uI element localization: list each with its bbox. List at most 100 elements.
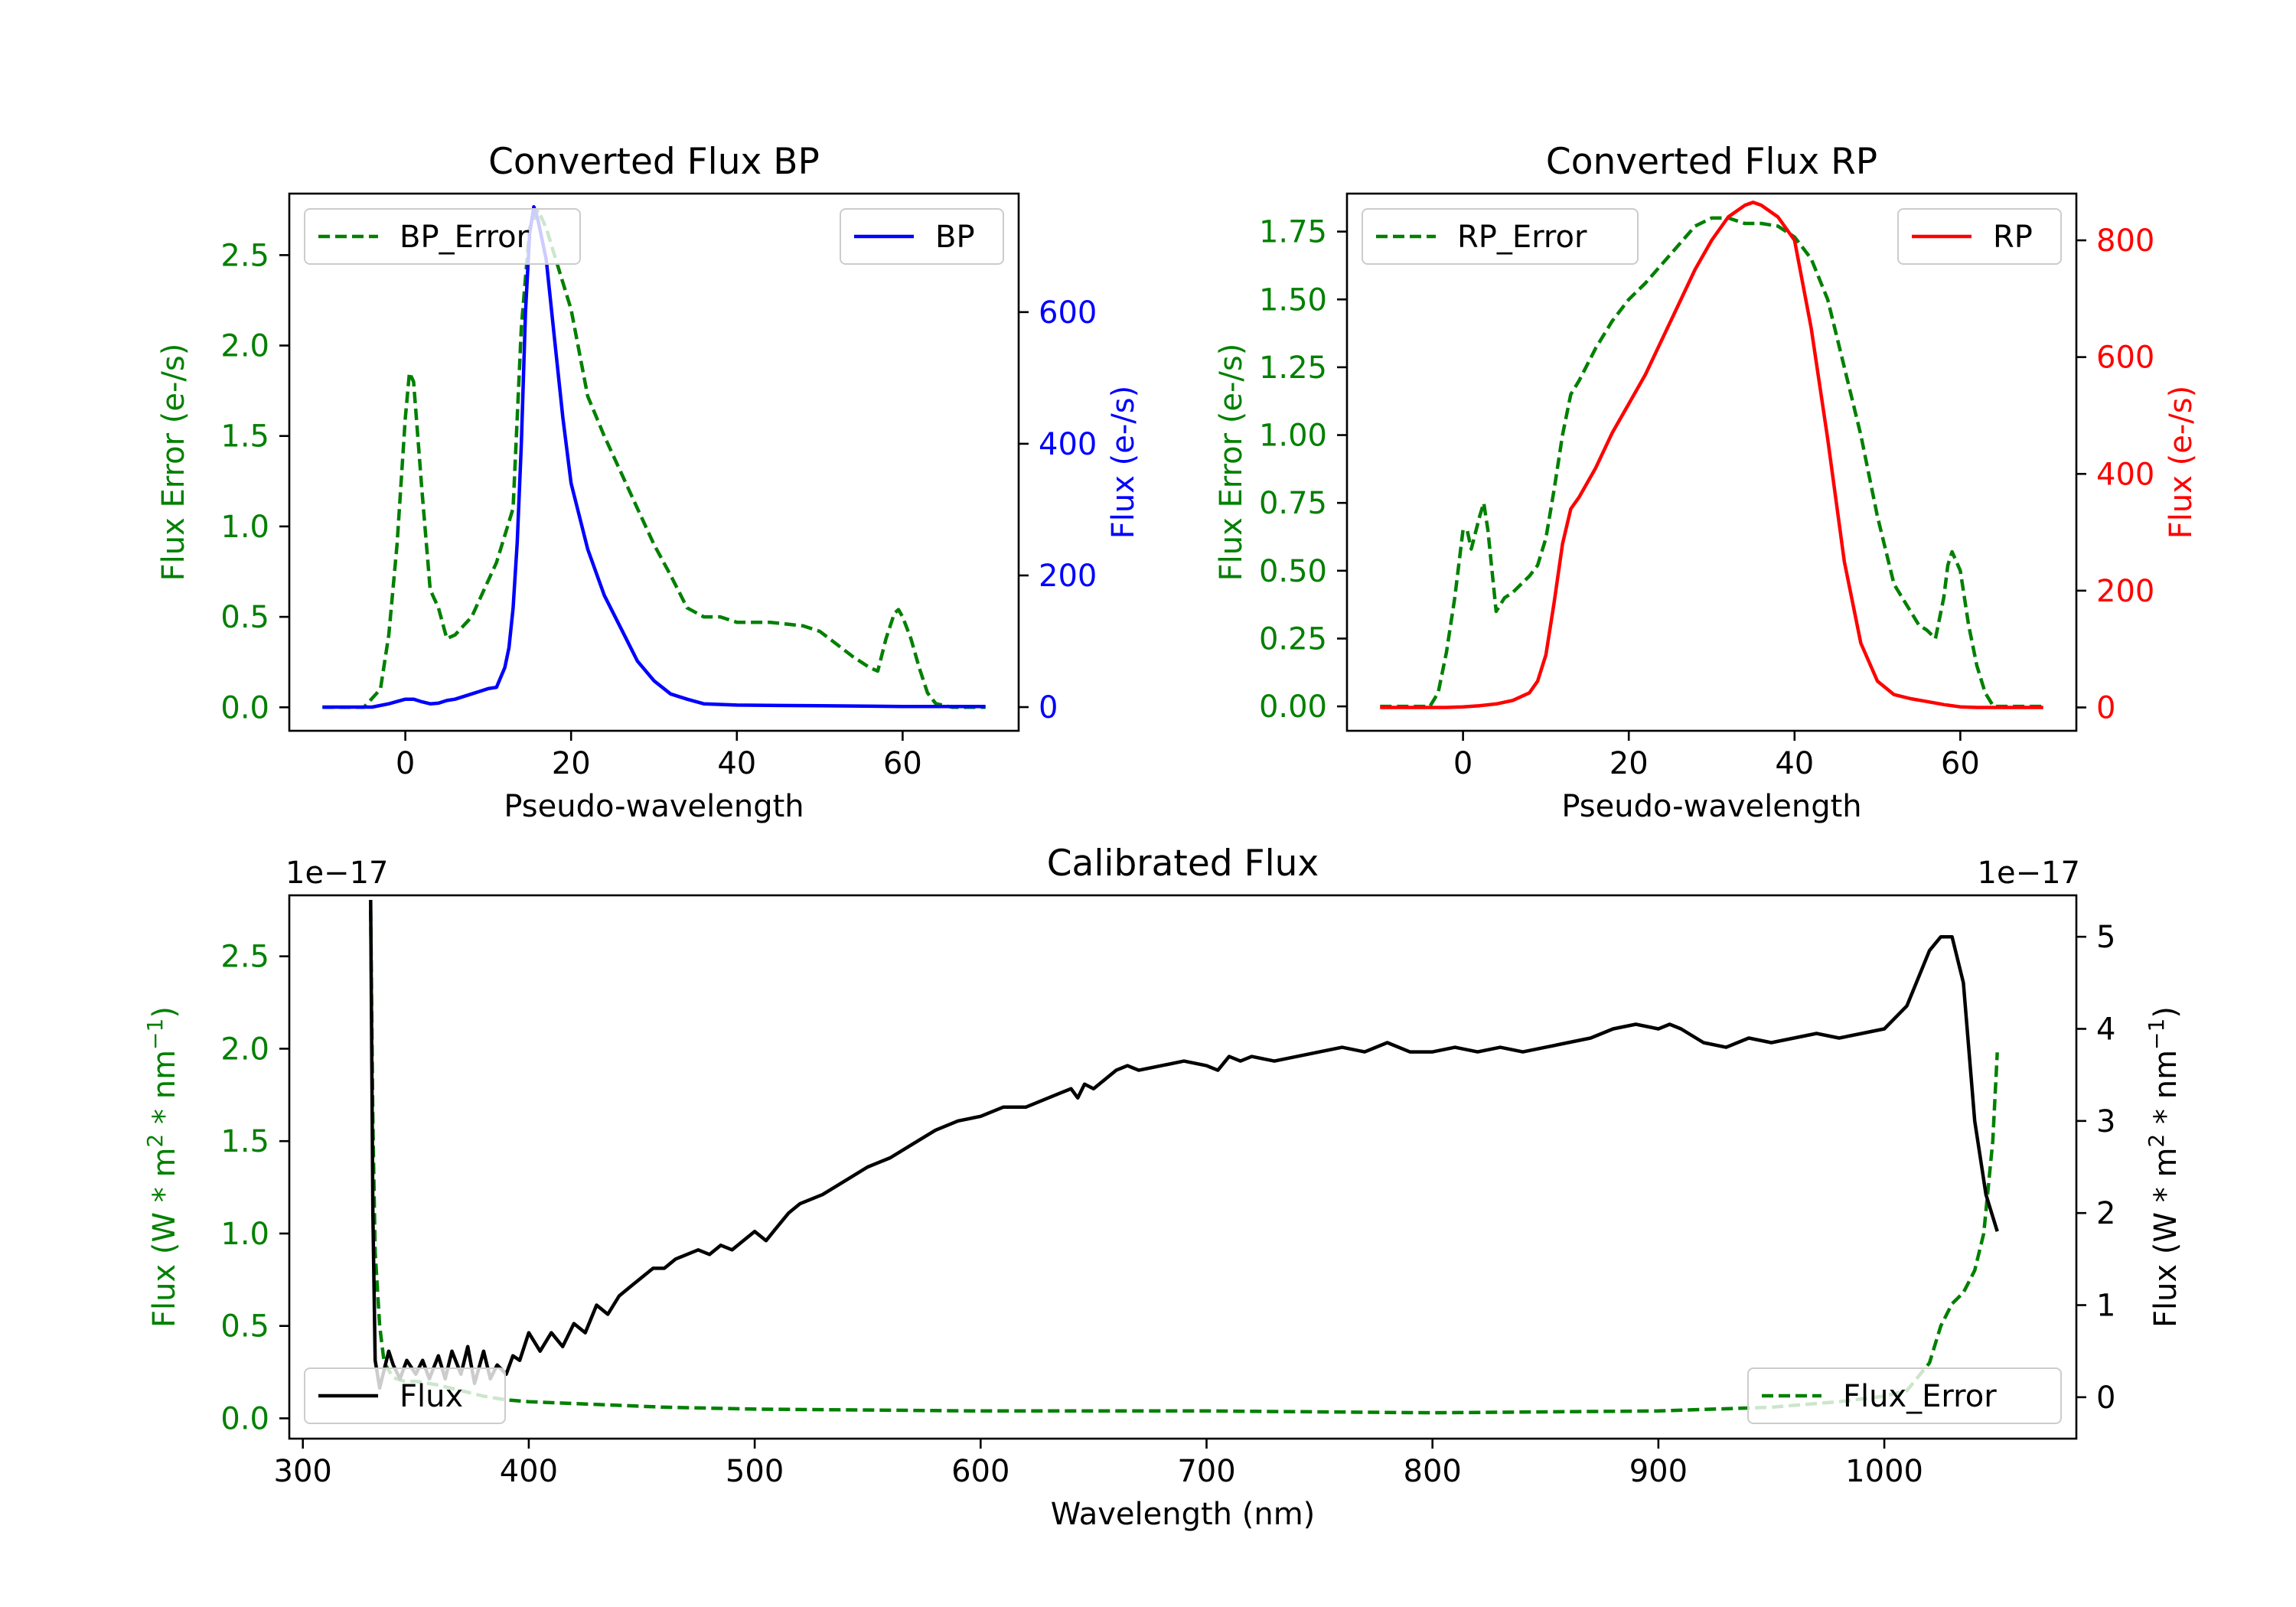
label-segment: 2 bbox=[142, 1134, 168, 1148]
label-segment: −1 bbox=[142, 1019, 168, 1050]
y-left-tick-label: 1.75 bbox=[1259, 215, 1327, 250]
y-left-offset-text: 1e−17 bbox=[285, 856, 388, 891]
chart-bp: 0 20 40 60 0.0 0.5 1.0 1.5 2.0 2.5 0 200 400 600 Conve… bbox=[156, 141, 1141, 824]
y-left-tick-label: 0.5 bbox=[220, 1309, 269, 1345]
y-left-tick-label: 0.75 bbox=[1259, 486, 1327, 521]
y-right-tick-label: 600 bbox=[1039, 295, 1097, 331]
y-left-axis-label: Flux Error (e-/s) bbox=[156, 344, 191, 582]
y-left-tick-label: 2.5 bbox=[220, 940, 269, 975]
y-left-tick-label: 1.50 bbox=[1259, 282, 1327, 318]
legend-flux-error: Flux_Error bbox=[1747, 1367, 2062, 1424]
legend-bp-error: BP_Error bbox=[304, 208, 581, 265]
x-tick-label: 1000 bbox=[1845, 1454, 1923, 1489]
y-left-tick-label: 1.00 bbox=[1259, 419, 1327, 454]
y-left-tick-label: 1.0 bbox=[220, 510, 269, 545]
y-right-tick-label: 400 bbox=[2096, 457, 2154, 492]
chart-title: Converted Flux RP bbox=[1546, 141, 1877, 183]
x-tick-label: 0 bbox=[396, 746, 415, 781]
x-tick-label: 40 bbox=[717, 746, 756, 781]
x-tick-label: 600 bbox=[951, 1454, 1009, 1489]
series-line-rp bbox=[1380, 200, 2043, 709]
y-right-tick-label: 2 bbox=[2096, 1196, 2115, 1231]
legend-box bbox=[1747, 1367, 2062, 1424]
y-right-axis-label: Flux (e-/s) bbox=[2164, 386, 2199, 539]
label-segment: 2 bbox=[2144, 1134, 2169, 1148]
y-left-tick-label: 0.25 bbox=[1259, 621, 1327, 657]
series-line-bp bbox=[322, 204, 986, 709]
legend-box bbox=[840, 208, 1004, 265]
legend-label: Flux_Error bbox=[1843, 1379, 1997, 1414]
plot-frame bbox=[288, 192, 1020, 732]
legend-bp: BP bbox=[840, 208, 1004, 265]
label-segment: * nm bbox=[2148, 1050, 2183, 1134]
label-segment: * nm bbox=[147, 1050, 182, 1134]
chart-title: Calibrated Flux bbox=[1047, 843, 1319, 885]
y-right-offset-text: 1e−17 bbox=[1978, 856, 2080, 891]
legend-box bbox=[1897, 208, 2062, 265]
y-right-tick-label: 0 bbox=[2096, 690, 2115, 725]
label-segment: Flux (W * m bbox=[2148, 1148, 2183, 1328]
x-axis-label: Wavelength (nm) bbox=[1051, 1497, 1316, 1532]
y-right-tick-label: 200 bbox=[2096, 574, 2154, 609]
x-tick-label: 400 bbox=[500, 1454, 558, 1489]
legend-box bbox=[1362, 208, 1639, 265]
x-tick-label: 800 bbox=[1404, 1454, 1462, 1489]
label-segment: −1 bbox=[2144, 1019, 2169, 1050]
legend-rp: RP bbox=[1897, 208, 2062, 265]
plot-frame bbox=[1345, 192, 2078, 732]
chart-cal: 300 400 500 600 700 800 900 1000 0.0 0.5 1.0 1.5 2.0… bbox=[142, 843, 2184, 1532]
x-tick-label: 700 bbox=[1177, 1454, 1235, 1489]
series-line-rp-error bbox=[1380, 216, 2043, 709]
x-tick-label: 300 bbox=[274, 1454, 332, 1489]
x-axis-label: Pseudo-wavelength bbox=[1561, 789, 1861, 824]
y-left-tick-label: 1.0 bbox=[220, 1217, 269, 1252]
legend-box bbox=[304, 1367, 506, 1424]
legend-label: BP bbox=[935, 220, 975, 255]
y-left-tick-label: 0.0 bbox=[220, 1401, 269, 1436]
x-tick-label: 500 bbox=[726, 1454, 784, 1489]
y-right-tick-label: 4 bbox=[2096, 1012, 2115, 1047]
x-tick-label: 20 bbox=[552, 746, 591, 781]
y-left-axis-label: Flux Error (e-/s) bbox=[1214, 344, 1249, 582]
x-tick-label: 60 bbox=[883, 746, 922, 781]
chart-rp: 0 20 40 60 0.00 0.25 0.50 0.75 1.00 1.25 1.50 1.75 0… bbox=[1214, 141, 2199, 824]
x-tick-label: 60 bbox=[1941, 746, 1980, 781]
y-left-tick-label: 1.25 bbox=[1259, 350, 1327, 386]
y-left-tick-label: 0.5 bbox=[220, 600, 269, 635]
y-left-tick-label: 1.5 bbox=[220, 419, 269, 455]
y-right-axis-label: Flux (W * m2 * nm−1) bbox=[2144, 1006, 2184, 1328]
y-right-tick-label: 5 bbox=[2096, 920, 2115, 955]
x-axis-label: Pseudo-wavelength bbox=[504, 789, 804, 824]
legend-label: Flux bbox=[400, 1379, 463, 1414]
legend-rp-error: RP_Error bbox=[1362, 208, 1639, 265]
x-tick-label: 0 bbox=[1453, 746, 1473, 781]
y-right-tick-label: 800 bbox=[2096, 223, 2154, 259]
legend-box bbox=[304, 208, 581, 265]
x-tick-label: 40 bbox=[1775, 746, 1814, 781]
y-left-tick-label: 2.0 bbox=[220, 329, 269, 364]
series-line-bp-error bbox=[322, 208, 986, 709]
y-left-tick-label: 2.5 bbox=[220, 238, 269, 273]
y-left-tick-label: 1.5 bbox=[220, 1124, 269, 1159]
y-right-tick-label: 1 bbox=[2096, 1289, 2115, 1324]
y-left-tick-label: 0.50 bbox=[1259, 554, 1327, 589]
legend-label: BP_Error bbox=[400, 220, 530, 255]
y-right-axis-label: Flux (e-/s) bbox=[1106, 386, 1141, 539]
y-right-tick-label: 3 bbox=[2096, 1104, 2115, 1139]
y-right-tick-label: 400 bbox=[1039, 427, 1097, 462]
label-segment: Flux (W * m bbox=[147, 1148, 182, 1328]
legend-flux: Flux bbox=[304, 1367, 506, 1424]
y-left-tick-label: 0.00 bbox=[1259, 689, 1327, 725]
plot-frame bbox=[288, 894, 2078, 1440]
y-right-tick-label: 200 bbox=[1039, 559, 1097, 594]
legend-label: RP_Error bbox=[1457, 220, 1587, 255]
x-tick-label: 20 bbox=[1609, 746, 1649, 781]
label-segment: ) bbox=[2148, 1006, 2183, 1019]
label-segment: ) bbox=[147, 1006, 182, 1019]
y-right-tick-label: 600 bbox=[2096, 341, 2154, 376]
legend-label: RP bbox=[1993, 220, 2033, 255]
y-left-tick-label: 2.0 bbox=[220, 1032, 269, 1067]
y-left-axis-label: Flux (W * m2 * nm−1) bbox=[142, 1006, 183, 1328]
x-tick-label: 900 bbox=[1629, 1454, 1688, 1489]
